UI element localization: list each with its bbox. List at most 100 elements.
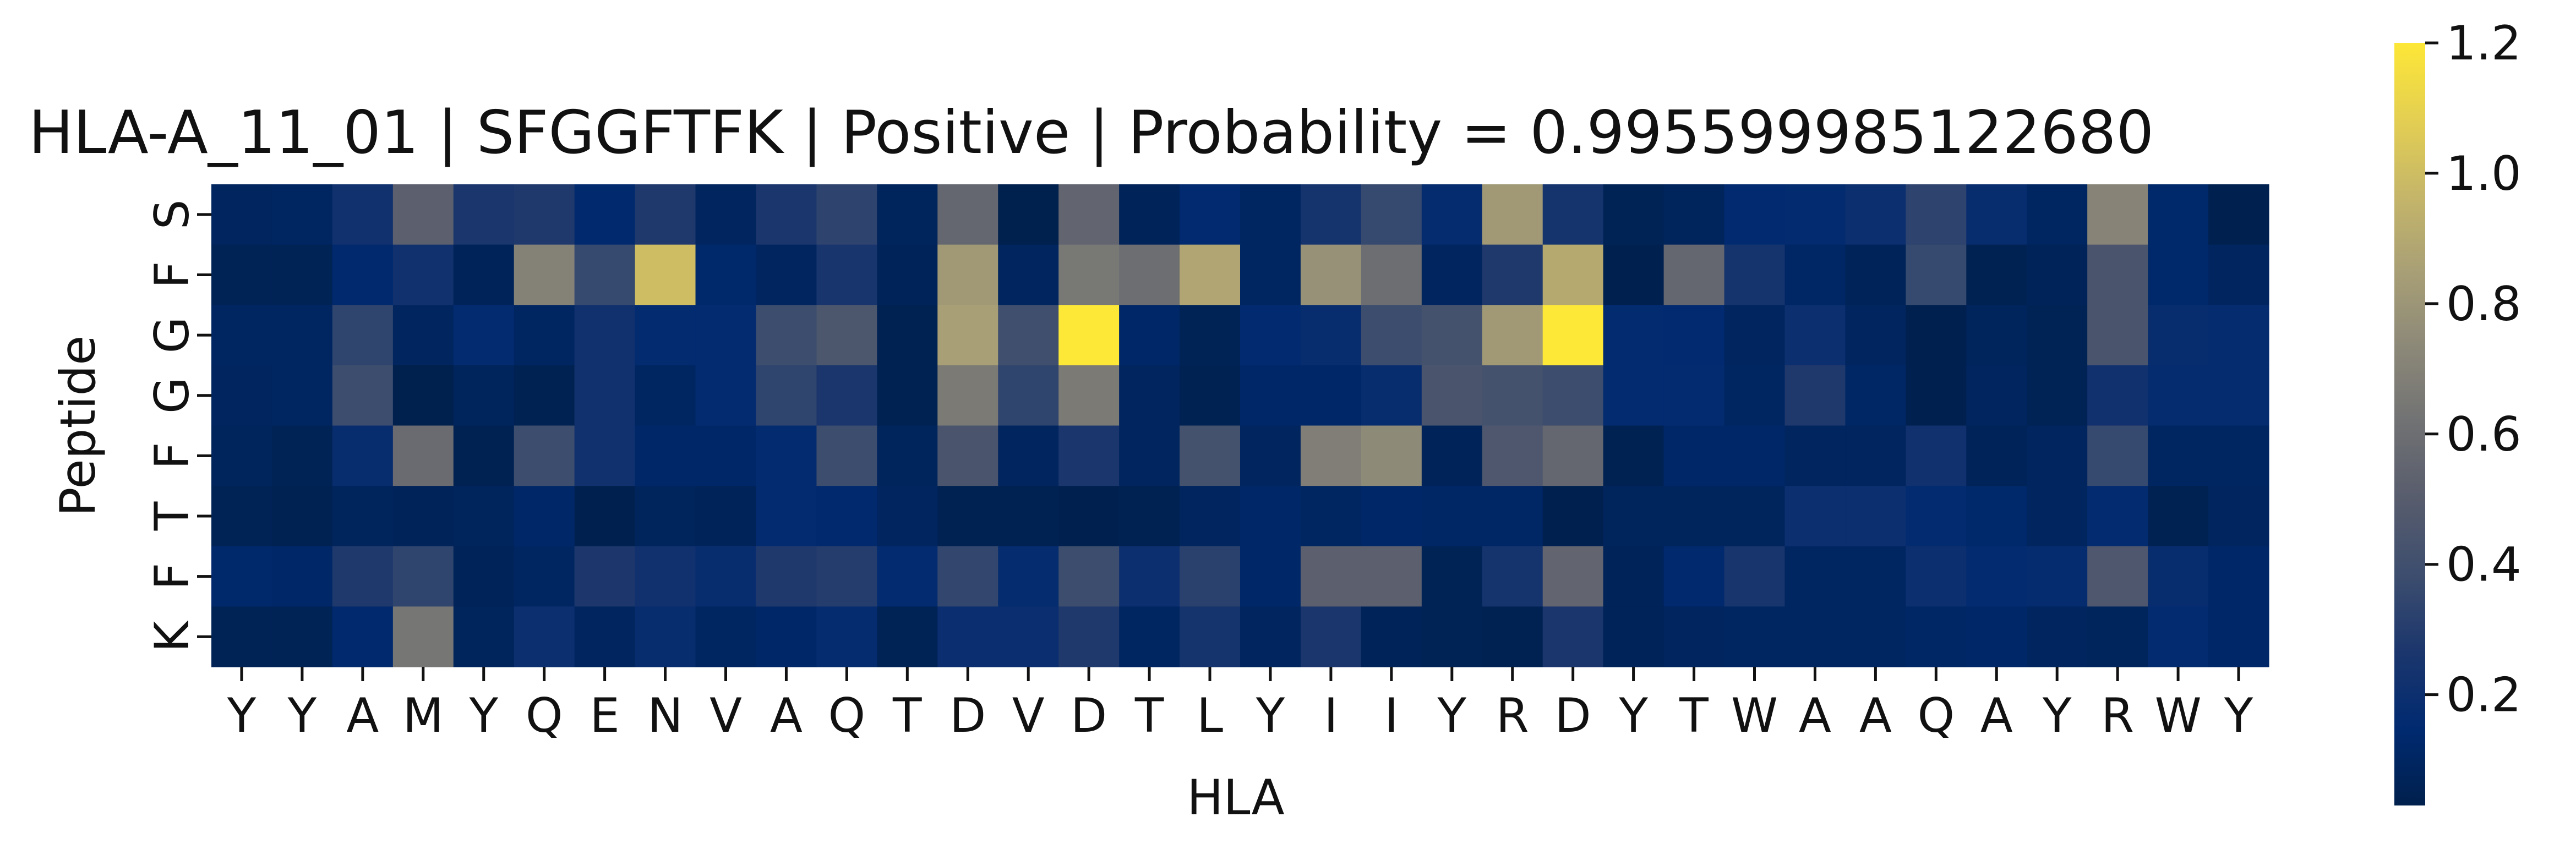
heatmap-cell bbox=[1180, 365, 1241, 426]
x-tick-label: A bbox=[346, 688, 379, 743]
heatmap-cell bbox=[1300, 606, 1362, 667]
heatmap-cell bbox=[1180, 184, 1241, 245]
x-tick-label: D bbox=[1071, 688, 1107, 743]
heatmap-cell bbox=[1300, 486, 1362, 547]
heatmap-cell bbox=[1300, 305, 1362, 366]
heatmap-cell bbox=[695, 546, 757, 607]
heatmap-cell bbox=[1300, 425, 1362, 486]
heatmap-cell bbox=[271, 184, 333, 245]
heatmap-cell bbox=[2208, 546, 2269, 607]
heatmap-cell bbox=[2148, 606, 2209, 667]
x-tick-label: M bbox=[403, 688, 444, 743]
heatmap-cell bbox=[2087, 244, 2148, 305]
heatmap-cell bbox=[816, 606, 877, 667]
heatmap-cell bbox=[2027, 365, 2088, 426]
heatmap-cell bbox=[271, 305, 333, 366]
heatmap-cell bbox=[1724, 425, 1786, 486]
heatmap-cell bbox=[1724, 244, 1786, 305]
heatmap-cell bbox=[1966, 365, 2027, 426]
heatmap-cell bbox=[877, 606, 938, 667]
heatmap-cell bbox=[271, 244, 333, 305]
heatmap-cell bbox=[271, 546, 333, 607]
y-tick-label: F bbox=[145, 442, 200, 469]
heatmap-cell bbox=[392, 606, 454, 667]
heatmap-cell bbox=[635, 244, 696, 305]
heatmap-cell bbox=[998, 546, 1059, 607]
heatmap-cell bbox=[514, 425, 575, 486]
x-tick-label: V bbox=[710, 688, 742, 743]
heatmap-cell bbox=[332, 244, 394, 305]
heatmap-cell bbox=[1482, 305, 1543, 366]
colorbar-tick-label: 0.4 bbox=[2446, 538, 2522, 593]
heatmap-cell bbox=[1542, 184, 1604, 245]
heatmap-cell bbox=[514, 365, 575, 426]
heatmap-cell bbox=[1361, 425, 1422, 486]
heatmap-cell bbox=[392, 305, 454, 366]
heatmap-cell bbox=[1784, 486, 1846, 547]
heatmap-cell bbox=[2027, 546, 2088, 607]
heatmap-cell bbox=[1240, 546, 1301, 607]
heatmap-cell bbox=[816, 244, 877, 305]
heatmap-cell bbox=[998, 425, 1059, 486]
heatmap-cell bbox=[1663, 425, 1725, 486]
heatmap-cell bbox=[1542, 244, 1604, 305]
heatmap-cell bbox=[271, 606, 333, 667]
heatmap-cell bbox=[1663, 546, 1725, 607]
heatmap-cell bbox=[1603, 606, 1664, 667]
heatmap-cell bbox=[635, 305, 696, 366]
heatmap-cell bbox=[2208, 425, 2269, 486]
heatmap-cell bbox=[2087, 425, 2148, 486]
heatmap-cell bbox=[998, 244, 1059, 305]
heatmap-cell bbox=[937, 365, 998, 426]
heatmap-cell bbox=[1361, 184, 1422, 245]
heatmap-cell bbox=[1906, 546, 1967, 607]
heatmap-cell bbox=[211, 305, 272, 366]
heatmap-cell bbox=[1119, 425, 1180, 486]
heatmap-cell bbox=[937, 425, 998, 486]
heatmap-cell bbox=[635, 606, 696, 667]
x-tick-label: Y bbox=[227, 688, 256, 743]
heatmap-cell bbox=[2208, 184, 2269, 245]
heatmap-cell bbox=[574, 244, 636, 305]
y-tick-label: K bbox=[145, 620, 200, 652]
heatmap-cell bbox=[1240, 486, 1301, 547]
heatmap-cell bbox=[1180, 486, 1241, 547]
heatmap-cell bbox=[1784, 365, 1846, 426]
heatmap-cell bbox=[1542, 365, 1604, 426]
heatmap-cell bbox=[1845, 486, 1906, 547]
heatmap-cell bbox=[2087, 184, 2148, 245]
heatmap-cell bbox=[1845, 546, 1906, 607]
heatmap-cell bbox=[635, 486, 696, 547]
heatmap-cell bbox=[1845, 365, 1906, 426]
heatmap-cell bbox=[514, 546, 575, 607]
heatmap-cell bbox=[877, 546, 938, 607]
x-tick-label: Y bbox=[1437, 688, 1467, 743]
heatmap-cell bbox=[695, 184, 757, 245]
heatmap-cell bbox=[1421, 486, 1483, 547]
heatmap-cell bbox=[1421, 606, 1483, 667]
heatmap-cell bbox=[1906, 486, 1967, 547]
heatmap-cell bbox=[816, 546, 877, 607]
heatmap-cell bbox=[453, 606, 515, 667]
heatmap-cell bbox=[1361, 305, 1422, 366]
heatmap-cell bbox=[1724, 184, 1786, 245]
heatmap-cell bbox=[2087, 606, 2148, 667]
x-tick-label: T bbox=[1134, 688, 1164, 743]
heatmap-cell bbox=[1300, 546, 1362, 607]
heatmap-cell bbox=[514, 184, 575, 245]
heatmap-cell bbox=[392, 244, 454, 305]
heatmap-cell bbox=[1058, 305, 1120, 366]
x-tick-label: Q bbox=[828, 688, 866, 743]
heatmap-cell bbox=[392, 546, 454, 607]
heatmap-cell bbox=[2148, 486, 2209, 547]
heatmap-cell bbox=[1542, 606, 1604, 667]
heatmap-cell bbox=[2027, 244, 2088, 305]
heatmap-cell bbox=[211, 425, 272, 486]
heatmap-cell bbox=[756, 486, 817, 547]
x-tick-label: I bbox=[1324, 688, 1338, 743]
heatmap-cell bbox=[1240, 606, 1301, 667]
heatmap-cell bbox=[1663, 305, 1725, 366]
heatmap-cell bbox=[1603, 546, 1664, 607]
x-tick-label: Q bbox=[526, 688, 563, 743]
